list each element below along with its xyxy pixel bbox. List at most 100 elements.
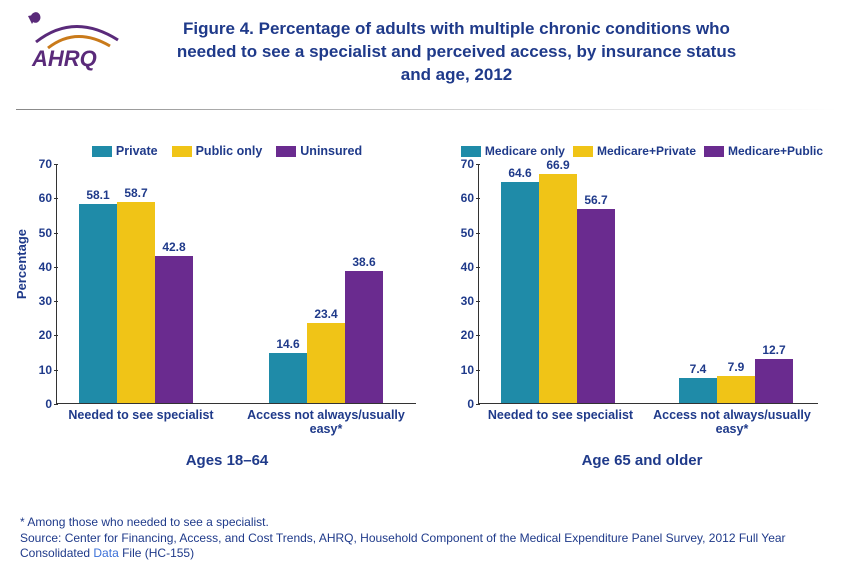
legend-label: Uninsured (300, 144, 362, 158)
y-tick-label: 20 (461, 329, 474, 341)
bar-group: 7.47.912.7 (679, 359, 793, 403)
footnote-source-suffix: File (HC-155) (119, 546, 194, 560)
bar-fill (755, 359, 793, 403)
bar-fill (117, 202, 155, 403)
y-tick-label: 30 (461, 295, 474, 307)
legend-swatch (172, 146, 192, 157)
bar-fill (539, 174, 577, 403)
x-axis-right: Needed to see specialist Access not alwa… (478, 408, 818, 444)
y-axis-left: 010203040506070 (30, 164, 56, 404)
legend-label: Public only (196, 144, 263, 158)
y-tick-label: 70 (461, 158, 474, 170)
bar: 7.9 (717, 376, 755, 403)
x-category-label: Needed to see specialist (56, 408, 226, 422)
y-tick-label: 10 (461, 364, 474, 376)
legend-swatch (704, 146, 724, 157)
legend-swatch (461, 146, 481, 157)
bar-group: 14.623.438.6 (269, 271, 383, 403)
bar: 56.7 (577, 209, 615, 403)
bar-fill (155, 256, 193, 403)
legend-item: Public only (172, 144, 263, 158)
bar-value-label: 66.9 (546, 158, 569, 174)
bar: 38.6 (345, 271, 383, 403)
bar-fill (679, 378, 717, 403)
bar-value-label: 38.6 (352, 255, 375, 271)
bar-value-label: 58.7 (124, 186, 147, 202)
y-tick-label: 40 (461, 261, 474, 273)
bar-value-label: 42.8 (162, 240, 185, 256)
bar-fill (307, 323, 345, 403)
header-divider (16, 109, 837, 110)
svg-text:AHRQ: AHRQ (31, 46, 97, 71)
bar-value-label: 7.4 (690, 362, 707, 378)
legend-label: Medicare+Public (728, 144, 823, 158)
panel-title-right: Age 65 and older (452, 452, 832, 469)
bar-fill (577, 209, 615, 403)
plot-left: 58.158.742.814.623.438.6 (56, 164, 416, 404)
y-tick-label: 70 (39, 158, 52, 170)
legend-item: Medicare+Public (704, 144, 823, 158)
bar: 66.9 (539, 174, 577, 403)
panel-age-65-older: Medicare only Medicare+Private Medicare+… (452, 144, 832, 469)
bar-value-label: 64.6 (508, 166, 531, 182)
legend-left: Private Public only Uninsured (12, 144, 442, 158)
bar: 58.7 (117, 202, 155, 403)
ahrq-logo: AHRQ (24, 6, 124, 76)
legend-label: Medicare+Private (597, 144, 696, 158)
x-axis-left: Needed to see specialist Access not alwa… (56, 408, 416, 444)
bar-fill (269, 353, 307, 403)
legend-item: Medicare+Private (573, 144, 696, 158)
legend-label: Medicare only (485, 144, 565, 158)
bar: 23.4 (307, 323, 345, 403)
y-axis-right: 010203040506070 (452, 164, 478, 404)
legend-swatch (276, 146, 296, 157)
y-tick-label: 50 (461, 227, 474, 239)
y-axis-label: Percentage (12, 229, 30, 299)
bar-group: 64.666.956.7 (501, 174, 615, 403)
panel-title-left: Ages 18–64 (12, 452, 442, 469)
bar-value-label: 14.6 (276, 337, 299, 353)
x-category-label: Needed to see specialist (478, 408, 643, 422)
charts-row: Private Public only Uninsured Percentage… (0, 110, 853, 469)
bar-fill (501, 182, 539, 403)
y-tick-label: 30 (39, 295, 52, 307)
legend-label: Private (116, 144, 158, 158)
bar-fill (345, 271, 383, 403)
bar-value-label: 12.7 (762, 343, 785, 359)
bar-fill (79, 204, 117, 403)
legend-item: Uninsured (276, 144, 362, 158)
x-category-label: Access not always/usually easy* (646, 408, 818, 437)
y-tick-label: 50 (39, 227, 52, 239)
bar-group: 58.158.742.8 (79, 202, 193, 403)
legend-item: Medicare only (461, 144, 565, 158)
bar-value-label: 7.9 (728, 360, 745, 376)
bar: 64.6 (501, 182, 539, 403)
footnote-data-link[interactable]: Data (93, 546, 118, 560)
y-tick-label: 60 (461, 192, 474, 204)
y-tick-label: 60 (39, 192, 52, 204)
plot-right: 64.666.956.77.47.912.7 (478, 164, 818, 404)
y-tick-label: 0 (467, 398, 474, 410)
x-category-label: Access not always/usually easy* (236, 408, 416, 437)
bar: 7.4 (679, 378, 717, 403)
footnotes: * Among those who needed to see a specia… (20, 515, 833, 562)
header: AHRQ Figure 4. Percentage of adults with… (0, 0, 853, 110)
bar-fill (717, 376, 755, 403)
y-tick-label: 10 (39, 364, 52, 376)
bar: 14.6 (269, 353, 307, 403)
bar-value-label: 23.4 (314, 307, 337, 323)
bar: 12.7 (755, 359, 793, 403)
y-tick-label: 20 (39, 329, 52, 341)
bar: 42.8 (155, 256, 193, 403)
legend-swatch (573, 146, 593, 157)
panel-ages-18-64: Private Public only Uninsured Percentage… (12, 144, 442, 469)
bar-value-label: 58.1 (86, 188, 109, 204)
footnote-source: Source: Center for Financing, Access, an… (20, 531, 833, 562)
footnote-asterisk: * Among those who needed to see a specia… (20, 515, 833, 531)
y-tick-label: 0 (45, 398, 52, 410)
y-tick-label: 40 (39, 261, 52, 273)
bar-value-label: 56.7 (584, 193, 607, 209)
bar: 58.1 (79, 204, 117, 403)
legend-swatch (92, 146, 112, 157)
figure-title: Figure 4. Percentage of adults with mult… (20, 8, 833, 87)
